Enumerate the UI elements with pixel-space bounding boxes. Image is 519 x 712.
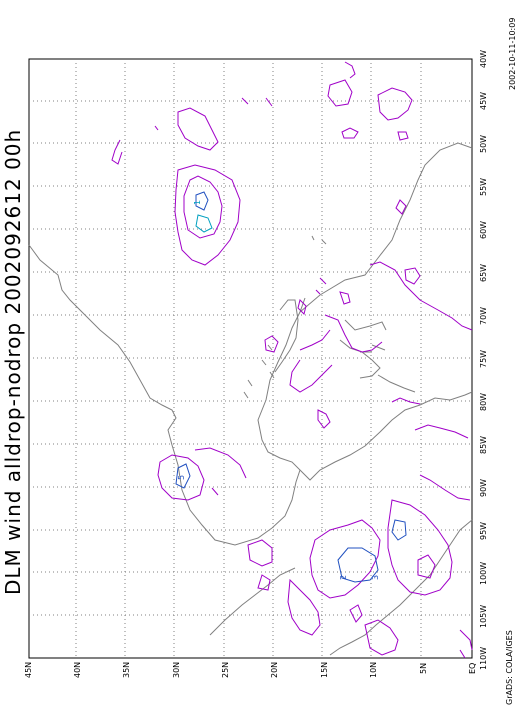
lat-label: 40N xyxy=(73,662,82,678)
contours-magenta xyxy=(111,61,473,659)
contour-label: 5 xyxy=(177,475,186,480)
longitude-labels: 40W 45W 50W 55W 60W 65W 70W 75W 80W 85W … xyxy=(479,50,488,670)
lat-label: 5N xyxy=(419,663,428,674)
lon-label: 80W xyxy=(479,393,488,411)
lat-label: 10N xyxy=(369,662,378,678)
lon-label: 65W xyxy=(479,264,488,282)
lat-label: EQ xyxy=(468,663,477,674)
lat-label: 25N xyxy=(221,662,230,678)
contours-cyan xyxy=(195,214,213,233)
lon-label: 70W xyxy=(479,307,488,325)
contour-label: 1 xyxy=(193,200,202,205)
contour-labels: 1 5 2 3 xyxy=(177,200,380,580)
lon-label: 60W xyxy=(479,221,488,239)
lat-label: 15N xyxy=(320,662,329,678)
lon-label: 55W xyxy=(479,178,488,196)
lon-label: 105W xyxy=(479,605,488,628)
contour-label: 2 xyxy=(339,575,348,580)
lat-label: 45N xyxy=(24,662,33,678)
contour-label: 3 xyxy=(371,575,380,580)
lat-label: 30N xyxy=(172,662,181,678)
lon-label: 50W xyxy=(479,135,488,153)
grads-credit: GrADS: COLA/IGES xyxy=(505,630,514,705)
lon-label: 40W xyxy=(479,50,488,68)
lon-label: 85W xyxy=(479,436,488,454)
map-title: DLM wind alldrop-nodrop 2002092612 00h xyxy=(1,129,25,595)
lon-label: 95W xyxy=(479,522,488,540)
lon-label: 100W xyxy=(479,562,488,585)
lon-label: 90W xyxy=(479,479,488,497)
graticule xyxy=(29,59,472,658)
latitude-labels: EQ 5N 10N 15N 20N 25N 30N 35N 40N 45N xyxy=(24,662,477,678)
coastlines xyxy=(28,142,473,656)
lon-label: 45W xyxy=(479,92,488,110)
contours-blue xyxy=(175,191,407,583)
timestamp: 2002-10-11-10:09 xyxy=(508,18,517,90)
lat-label: 35N xyxy=(122,662,131,678)
lat-label: 20N xyxy=(270,662,279,678)
lon-label: 75W xyxy=(479,350,488,368)
lon-label: 110W xyxy=(479,647,488,670)
